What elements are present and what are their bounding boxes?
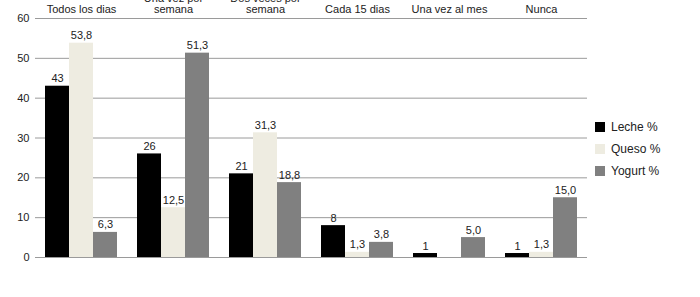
svg-text:1: 1 [422,240,428,252]
svg-text:3,8: 3,8 [374,228,389,240]
svg-text:31,3: 31,3 [255,119,276,131]
svg-text:30: 30 [17,132,29,144]
svg-text:18,8: 18,8 [279,169,300,181]
svg-text:51,3: 51,3 [187,39,208,51]
svg-text:12,5: 12,5 [163,194,184,206]
svg-text:20: 20 [17,171,29,183]
svg-text:8: 8 [330,212,336,224]
svg-text:Una vez al mes: Una vez al mes [412,3,488,15]
svg-text:5,0: 5,0 [466,224,481,236]
html-text:Leche %: Leche % [611,119,658,134]
svg-text:53,8: 53,8 [71,29,92,41]
html-text:Queso %: Queso % [611,141,661,156]
svg-text:1,3: 1,3 [534,238,549,250]
svg-text:Nunca: Nunca [526,3,559,15]
svg-text:Cada 15 dias: Cada 15 dias [325,3,390,15]
svg-text:50: 50 [17,52,29,64]
svg-text:6,3: 6,3 [98,218,113,230]
svg-text:40: 40 [17,92,29,104]
svg-text:10: 10 [17,211,29,223]
svg-text:0: 0 [23,251,29,263]
svg-text:Todos los dias: Todos los dias [47,3,117,15]
svg-text:21: 21 [235,160,247,172]
html-text:Yogurt %: Yogurt % [611,163,660,178]
svg-text:60: 60 [17,12,29,24]
svg-text:15,0: 15,0 [555,184,576,196]
svg-text:1,3: 1,3 [350,238,365,250]
svg-text:26: 26 [143,140,155,152]
svg-text:Una vez porsemana: Una vez porsemana [144,0,204,15]
svg-text:1: 1 [514,240,520,252]
svg-text:Dos veces porsemana: Dos veces porsemana [230,0,301,15]
svg-text:43: 43 [51,72,63,84]
